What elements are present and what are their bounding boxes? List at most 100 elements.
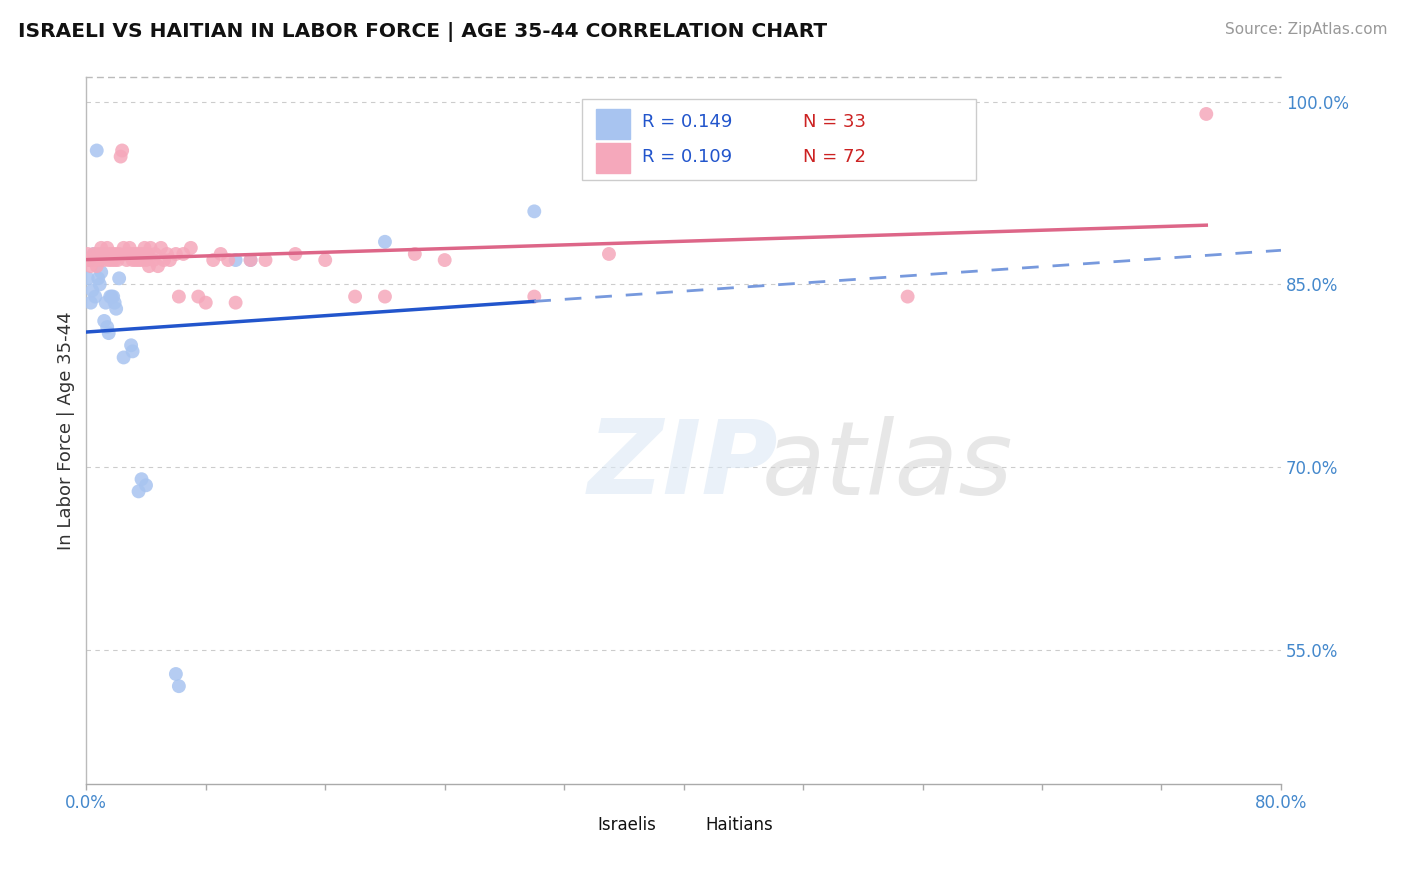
Point	[523, 289, 546, 303]
Point	[93, 253, 115, 268]
Point	[97, 326, 120, 340]
Point	[115, 253, 138, 268]
Point	[83, 247, 105, 261]
Point	[83, 247, 105, 261]
Point	[100, 253, 122, 268]
Point	[254, 253, 277, 268]
Point	[96, 320, 118, 334]
Point	[105, 301, 128, 316]
Point	[172, 247, 194, 261]
Point	[114, 247, 136, 261]
Point	[100, 289, 122, 303]
Point	[374, 235, 396, 249]
Point	[131, 253, 153, 268]
Text: N = 33: N = 33	[803, 113, 866, 131]
Point	[108, 271, 131, 285]
Point	[194, 295, 217, 310]
Point	[110, 150, 132, 164]
Point	[76, 247, 98, 261]
Text: R = 0.149: R = 0.149	[641, 113, 733, 131]
Point	[77, 253, 100, 268]
Y-axis label: In Labor Force | Age 35-44: In Labor Force | Age 35-44	[58, 311, 75, 549]
Point	[87, 271, 110, 285]
Point	[94, 247, 117, 261]
Point	[138, 259, 160, 273]
Point	[82, 253, 104, 268]
Point	[153, 253, 176, 268]
Point	[84, 289, 107, 303]
Text: ISRAELI VS HAITIAN IN LABOR FORCE | AGE 35-44 CORRELATION CHART: ISRAELI VS HAITIAN IN LABOR FORCE | AGE …	[18, 22, 827, 42]
Point	[80, 295, 103, 310]
Point	[165, 247, 187, 261]
Point	[314, 253, 336, 268]
Point	[112, 351, 135, 365]
FancyBboxPatch shape	[596, 109, 630, 139]
Point	[121, 253, 143, 268]
Point	[132, 247, 155, 261]
Point	[135, 478, 157, 492]
Text: Haitians: Haitians	[706, 815, 773, 833]
Point	[180, 241, 202, 255]
FancyBboxPatch shape	[582, 99, 976, 180]
Point	[128, 484, 150, 499]
Point	[122, 247, 145, 261]
Point	[202, 253, 225, 268]
Point	[125, 247, 148, 261]
Point	[118, 241, 141, 255]
Point	[98, 289, 121, 303]
Point	[129, 247, 152, 261]
Point	[156, 247, 179, 261]
Point	[76, 271, 98, 285]
Text: Source: ZipAtlas.com: Source: ZipAtlas.com	[1225, 22, 1388, 37]
Point	[139, 241, 162, 255]
Point	[134, 241, 156, 255]
FancyBboxPatch shape	[564, 814, 591, 835]
Point	[124, 253, 146, 268]
Point	[96, 241, 118, 255]
Point	[101, 289, 124, 303]
Point	[117, 247, 139, 261]
Text: ZIP: ZIP	[588, 416, 779, 516]
Point	[121, 344, 143, 359]
Point	[90, 241, 112, 255]
Point	[1195, 107, 1218, 121]
Point	[80, 259, 103, 273]
Point	[344, 289, 367, 303]
Text: atlas: atlas	[761, 416, 1012, 516]
Point	[77, 253, 100, 268]
Point	[598, 247, 620, 261]
Point	[167, 289, 190, 303]
Point	[217, 253, 239, 268]
Point	[167, 679, 190, 693]
Point	[209, 247, 232, 261]
Point	[91, 247, 114, 261]
Point	[225, 295, 247, 310]
Point	[104, 295, 127, 310]
Text: N = 72: N = 72	[803, 147, 866, 166]
Point	[94, 295, 117, 310]
Point	[90, 265, 112, 279]
Point	[86, 144, 108, 158]
Point	[135, 253, 157, 268]
Point	[146, 259, 169, 273]
Point	[105, 247, 128, 261]
Point	[101, 247, 124, 261]
Point	[86, 259, 108, 273]
Point	[136, 247, 159, 261]
Point	[142, 253, 165, 268]
Point	[404, 247, 426, 261]
Text: Israelis: Israelis	[598, 815, 657, 833]
Point	[120, 247, 142, 261]
Point	[91, 247, 114, 261]
Point	[239, 253, 262, 268]
Point	[84, 253, 107, 268]
Point	[93, 314, 115, 328]
Point	[87, 247, 110, 261]
Point	[107, 253, 129, 268]
Point	[112, 241, 135, 255]
FancyBboxPatch shape	[672, 814, 697, 835]
Point	[187, 289, 209, 303]
Point	[159, 253, 181, 268]
Point	[239, 253, 262, 268]
Point	[89, 253, 111, 268]
